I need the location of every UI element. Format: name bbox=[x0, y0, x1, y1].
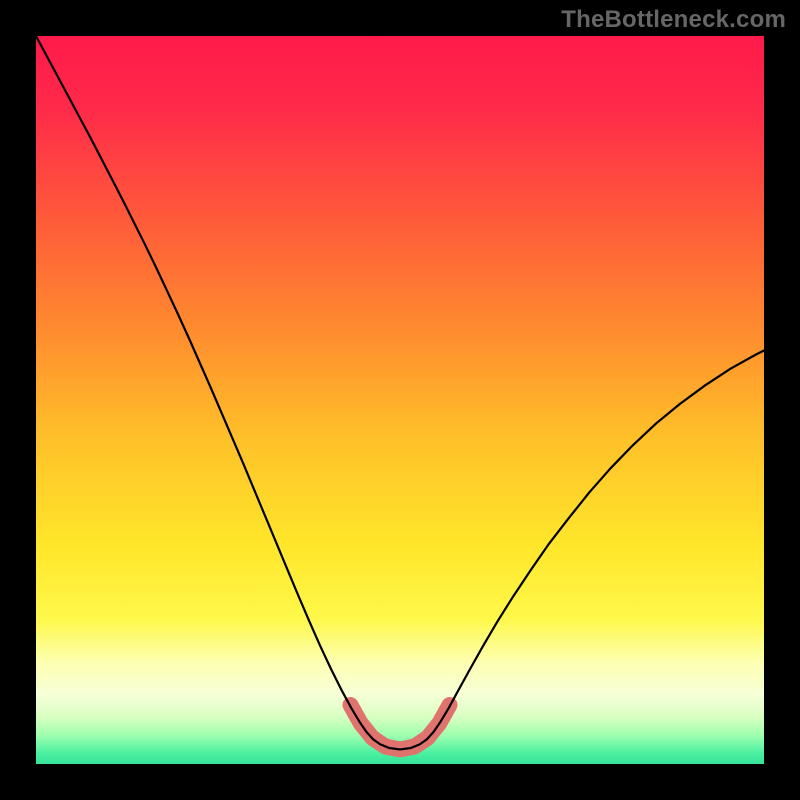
chart-container: TheBottleneck.com bbox=[0, 0, 800, 800]
gradient-background bbox=[36, 36, 764, 764]
chart-svg bbox=[36, 36, 764, 764]
watermark-text: TheBottleneck.com bbox=[561, 6, 786, 34]
plot-area bbox=[36, 36, 764, 764]
